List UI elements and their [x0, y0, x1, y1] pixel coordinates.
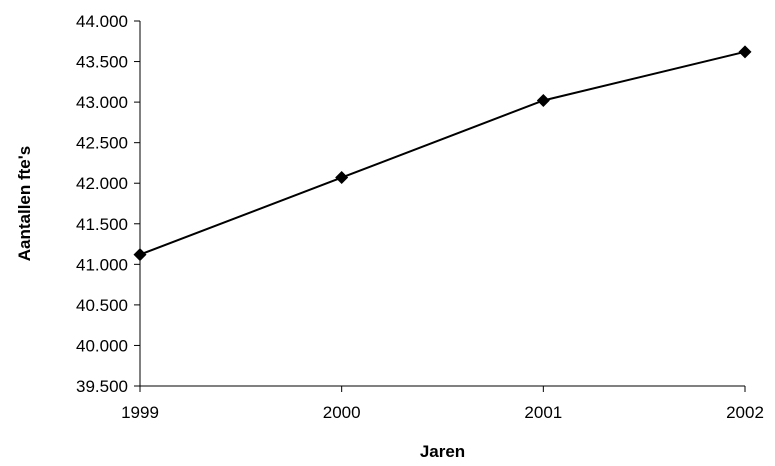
- data-point-marker: [536, 93, 550, 107]
- y-axis: 39.500 40.000 40.500 41.000 41.500 42.000 42.5…: [76, 12, 141, 396]
- x-axis: 1999 2000 2001 2002: [121, 385, 764, 422]
- y-tick-label: 41.500: [76, 215, 128, 234]
- y-tick-label: 43.500: [76, 53, 128, 72]
- data-point-marker: [335, 171, 349, 185]
- y-tick-label: 43.000: [76, 93, 128, 112]
- series-line: [139, 50, 746, 256]
- x-tick-label: 2002: [726, 403, 764, 422]
- y-axis-title: Aantallen fte's: [15, 146, 34, 262]
- y-tick-label: 42.500: [76, 134, 128, 153]
- x-tick-label: 2000: [323, 403, 361, 422]
- y-tick-label: 44.000: [76, 12, 128, 31]
- y-tick-label: 40.000: [76, 336, 128, 355]
- y-tick-label: 42.000: [76, 174, 128, 193]
- x-axis-title: Jaren: [420, 442, 465, 461]
- x-tick-label: 2001: [524, 403, 562, 422]
- data-point-marker: [738, 45, 752, 59]
- data-point-marker: [133, 248, 147, 262]
- series: [133, 45, 752, 262]
- y-tick-label: 41.000: [76, 255, 128, 274]
- y-tick-label: 40.500: [76, 296, 128, 315]
- y-tick-label: 39.500: [76, 377, 128, 396]
- x-tick-label: 1999: [121, 403, 159, 422]
